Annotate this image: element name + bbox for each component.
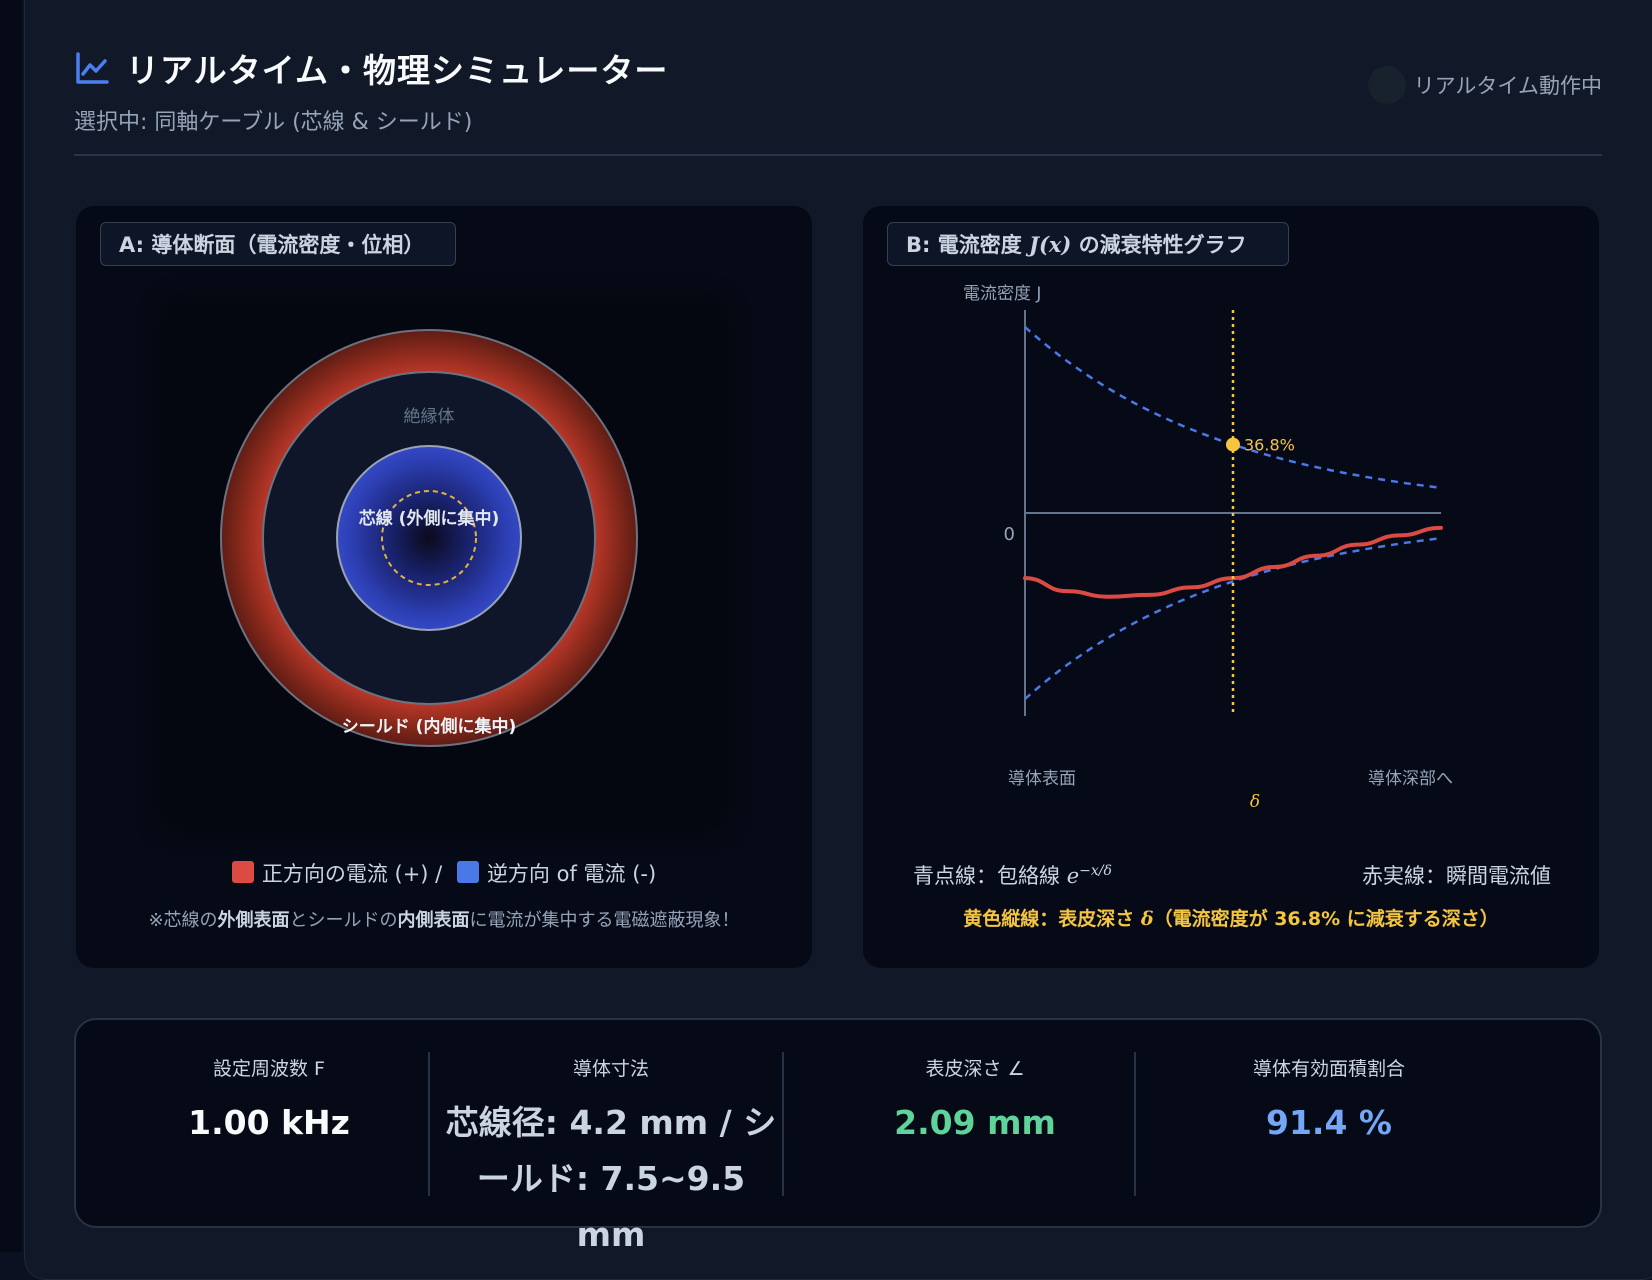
legend-instant: 赤実線：瞬間電流値 [1362,864,1551,888]
cross-section-view: 絶縁体 芯線 (外側に集中) シールド (内側に集中) [164,302,724,828]
panel-a-tag: A: 導体断面（電流密度・位相） [100,222,456,266]
stat-skin-depth: 表皮深さ ∠ 2.09 mm [790,1020,1160,1230]
legend-envelope-math: e [1066,864,1080,888]
legend-skin-depth: 黄色縦線：表皮深さ δ（電流密度が 36.8% に減衰する深さ） [863,904,1599,931]
stat-label: 設定周波数 F [213,1058,325,1080]
label-insulator: 絶縁体 [404,407,455,427]
note-emphasis: 外側表面 [217,910,290,931]
tag-text: の減衰特性グラフ [1078,233,1247,257]
stat-label: 導体寸法 [572,1058,649,1080]
chart-ylabel: 電流密度 J [963,284,1041,304]
stat-label: 表皮深さ ∠ [925,1058,1025,1080]
stat-divider [1134,1052,1136,1196]
stat-value: 芯線径: 4.2 mm / シールド: 7.5~9.5 mm [445,1103,777,1254]
panel-cross-section: A: 導体断面（電流密度・位相） 絶縁体 芯線 ( [76,206,812,968]
core-conductor [336,445,522,631]
stat-label: 導体有効面積割合 [1252,1058,1405,1080]
legend-envelope-exp: −x/δ [1079,863,1112,879]
note-text: に電流が集中する電磁遮蔽現象！ [469,910,740,931]
envelope-upper-line [1024,326,1442,490]
status-label: リアルタイム動作中 [1413,74,1602,98]
legend-depth-math: δ [1140,908,1154,930]
stat-divider [782,1052,784,1196]
shielding-note: ※芯線の外側表面とシールドの内側表面に電流が集中する電磁遮蔽現象！ [76,906,812,932]
panel-decay-graph: B: 電流密度 J(x) の減衰特性グラフ 電流密度 J 0 導体表面 δ 導体… [863,206,1599,968]
legend-positive: 正方向の電流 (+) / [261,862,443,886]
stats-bar: 設定周波数 F 1.00 kHz 導体寸法 芯線径: 4.2 mm / シールド… [74,1018,1602,1254]
skin-depth-marker-label: 36.8% [1244,436,1295,455]
stat-divider [428,1052,430,1196]
decay-chart: 電流密度 J 0 導体表面 δ 導体深部へ 36.8% [963,284,1453,812]
note-emphasis: 内側表面 [397,910,470,931]
current-legend: 正方向の電流 (+) / 逆方向 of 電流 (-) [76,858,812,888]
legend-depth-text: （電流密度が 36.8% に減衰する深さ） [1153,908,1499,930]
legend-envelope: 青点線：包絡線 e−x/δ [913,860,1112,890]
stat-value: 91.4 % [1266,1103,1392,1142]
skin-depth-marker [1226,437,1240,452]
selection-subtitle: 選択中: 同軸ケーブル (芯線 & シールド) [74,110,473,135]
header: リアルタイム・物理シミュレーター 選択中: 同軸ケーブル (芯線 & シールド)… [74,44,1602,154]
skin-depth-circle [381,490,477,586]
positive-swatch [231,861,254,883]
stat-value: 1.00 kHz [188,1103,350,1142]
chart-line-icon [76,52,109,84]
stat-value: 2.09 mm [894,1103,1056,1142]
status-dot-icon [1367,66,1406,104]
panel-b-tag: B: 電流密度 J(x) の減衰特性グラフ [887,222,1289,266]
stat-effective-area: 導体有効面積割合 91.4 % [1144,1020,1514,1230]
note-text: とシールドの [289,910,398,931]
label-core: 芯線 (外側に集中) [359,508,499,529]
tag-text: B: 電流密度 [906,233,1022,257]
header-divider [74,154,1602,156]
x-label-deep: 導体深部へ [1368,769,1453,789]
label-shield: シールド (内側に集中) [342,716,516,737]
page-title: リアルタイム・物理シミュレーター [126,51,669,90]
x-label-surface: 導体表面 [1008,769,1076,789]
chart-zero-label: 0 [1004,524,1015,545]
tag-math: J(x) [1029,231,1072,257]
legend-negative: 逆方向 of 電流 (-) [486,862,657,886]
stat-dimensions: 導体寸法 芯線径: 4.2 mm / シールド: 7.5~9.5 mm [438,1020,784,1254]
envelope-lower-line [1024,536,1442,700]
coax-cross-section: 絶縁体 芯線 (外側に集中) シールド (内側に集中) [220,329,638,747]
x-label-delta: δ [1250,792,1260,812]
note-text: ※芯線の [148,910,218,931]
window-edge [0,0,22,1252]
stat-frequency: 設定周波数 F 1.00 kHz [84,1020,454,1230]
legend-envelope-text: 青点線：包絡線 [913,864,1060,888]
negative-swatch [456,861,479,883]
legend-depth-text: 黄色縦線：表皮深さ [963,908,1135,930]
live-status: リアルタイム動作中 [1367,66,1602,104]
